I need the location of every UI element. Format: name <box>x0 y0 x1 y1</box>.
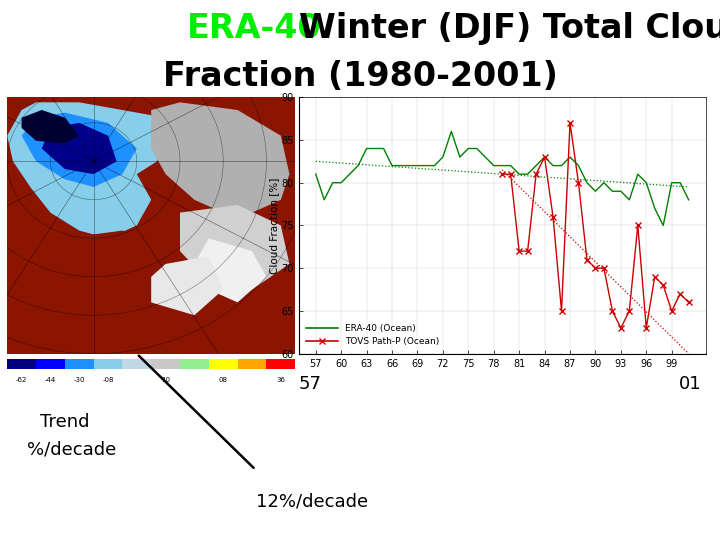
Text: ERA-40: ERA-40 <box>187 12 322 45</box>
Text: 57: 57 <box>299 375 322 393</box>
PathPatch shape <box>22 110 79 143</box>
Text: -44: -44 <box>45 377 56 383</box>
PathPatch shape <box>194 238 266 302</box>
Bar <box>122 359 151 369</box>
Y-axis label: Cloud Fraction [%]: Cloud Fraction [%] <box>269 177 279 274</box>
PathPatch shape <box>151 102 289 213</box>
Text: -30: -30 <box>73 377 85 383</box>
Bar <box>65 359 94 369</box>
PathPatch shape <box>151 256 223 315</box>
Bar <box>36 359 65 369</box>
Bar <box>238 359 266 369</box>
Text: 12%/decade: 12%/decade <box>256 492 368 510</box>
Bar <box>209 359 238 369</box>
Text: -62: -62 <box>16 377 27 383</box>
Bar <box>266 359 295 369</box>
Text: -08: -08 <box>102 377 114 383</box>
PathPatch shape <box>50 231 166 315</box>
PathPatch shape <box>180 205 289 289</box>
Text: 01: 01 <box>680 375 702 393</box>
PathPatch shape <box>22 112 137 187</box>
Bar <box>180 359 209 369</box>
Text: 08: 08 <box>219 377 228 383</box>
Bar <box>7 359 36 369</box>
PathPatch shape <box>42 123 117 174</box>
Text: Winter (DJF) Total Cloud: Winter (DJF) Total Cloud <box>299 12 720 45</box>
Bar <box>151 359 180 369</box>
Text: Trend: Trend <box>40 413 89 431</box>
Text: 36: 36 <box>276 377 285 383</box>
Legend: ERA-40 (Ocean), TOVS Path-P (Ocean): ERA-40 (Ocean), TOVS Path-P (Ocean) <box>303 321 442 349</box>
PathPatch shape <box>7 102 166 238</box>
Text: %/decade: %/decade <box>27 440 117 458</box>
Text: 10: 10 <box>161 377 170 383</box>
Text: Fraction (1980-2001): Fraction (1980-2001) <box>163 60 557 93</box>
Bar <box>94 359 122 369</box>
